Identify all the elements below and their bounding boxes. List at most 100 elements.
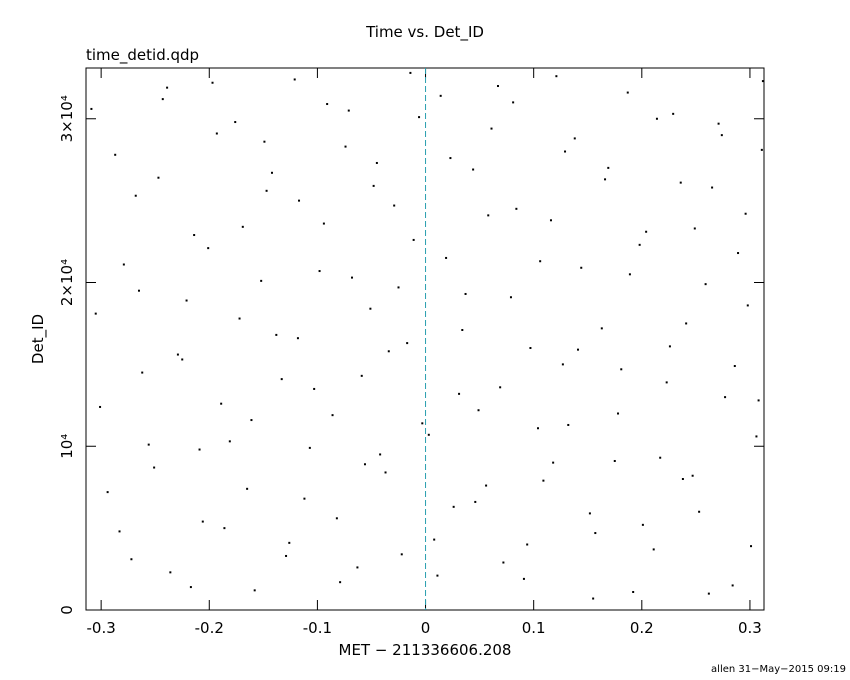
point [704,283,707,286]
point [512,101,515,104]
point [379,453,382,456]
point [509,296,512,299]
y-tick-label: 0 [58,605,76,615]
point [246,487,249,490]
point [356,566,359,569]
point [652,548,655,551]
point [201,520,204,523]
point [461,328,464,331]
point [564,150,567,153]
y-tick-label: 2×10⁴ [58,259,76,306]
point [169,571,172,574]
point [617,412,620,415]
point [313,387,316,390]
point [628,273,631,276]
x-tick-label: 0.2 [630,619,654,637]
point [720,134,723,137]
point [760,148,763,151]
point [384,471,387,474]
point [549,219,552,222]
point [604,178,607,181]
point [157,176,160,179]
x-tick-label: -0.1 [303,619,332,637]
point [241,225,244,228]
point [344,145,347,148]
point [397,286,400,289]
x-tick-label: 0.1 [522,619,546,637]
point [189,586,192,589]
point [474,500,477,503]
point [193,234,196,237]
point [502,561,505,564]
point [522,577,525,580]
point [665,381,668,384]
point [427,433,430,436]
point [626,91,629,94]
point [288,541,291,544]
point [659,456,662,459]
point [114,153,117,156]
point [668,345,671,348]
point [542,479,545,482]
footer: allen 31−May−2015 09:19 [711,664,846,675]
point [499,386,502,389]
point [298,199,301,202]
point [737,252,740,255]
point [331,414,334,417]
point [130,558,133,561]
point [94,312,97,315]
point [375,161,378,164]
point [655,117,658,120]
point [360,374,363,377]
point [122,263,125,266]
point [318,270,321,273]
point [679,181,682,184]
point [198,448,201,451]
point [181,358,184,361]
point [141,371,144,374]
point [211,81,214,84]
point [238,317,241,320]
point [744,212,747,215]
point [707,592,710,595]
point [757,399,760,402]
point [638,243,641,246]
point [464,292,467,295]
x-tick-label: -0.2 [195,619,224,637]
point [577,348,580,351]
point [711,186,714,189]
point [234,121,237,124]
point [339,581,342,584]
point [433,538,436,541]
point [137,289,140,292]
point [567,423,570,426]
point [265,189,268,192]
point [458,392,461,395]
point [620,368,623,371]
point [681,478,684,481]
point [496,85,499,88]
x-axis-label: MET − 211336606.208 [339,641,512,659]
point [539,260,542,263]
y-tick-label: 3×10⁴ [58,95,76,142]
x-tick-label: -0.3 [86,619,115,637]
point [588,512,591,515]
point [561,363,564,366]
point [228,440,231,443]
point [733,365,736,368]
point [387,350,390,353]
chart-subtitle: time_detid.qdp [86,46,199,65]
point [672,112,675,115]
point [645,230,648,233]
point [260,279,263,282]
point [161,98,164,101]
point [487,214,490,217]
point [250,419,253,422]
point [755,435,758,438]
point [335,517,338,520]
point [693,227,696,230]
point [452,505,455,508]
point [526,543,529,546]
point [220,402,223,405]
